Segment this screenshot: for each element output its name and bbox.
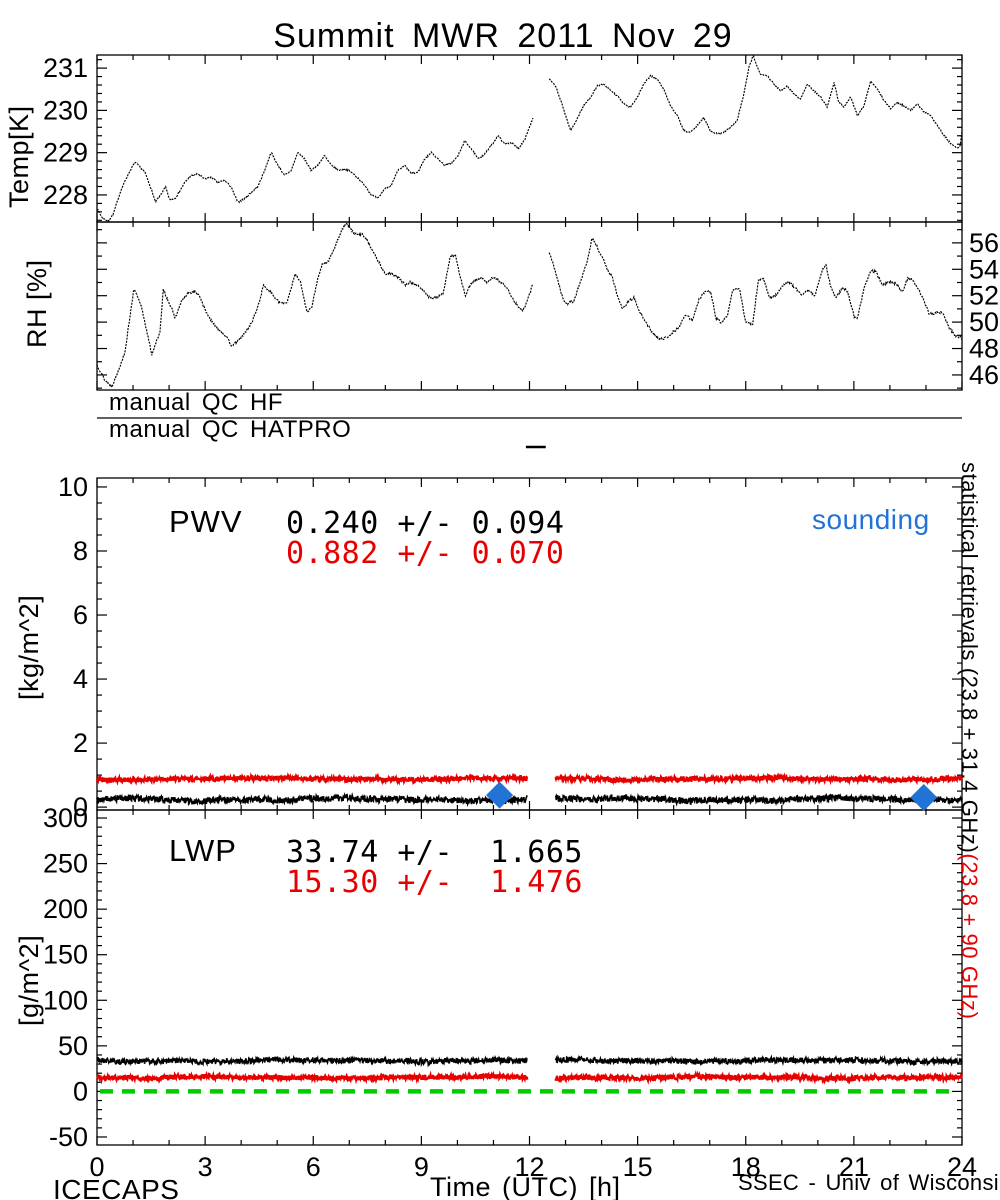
pwv-panel-label: PWV bbox=[169, 504, 243, 539]
sounding-diamond-marker bbox=[910, 784, 938, 812]
svg-text:6: 6 bbox=[73, 600, 88, 630]
svg-text:200: 200 bbox=[43, 894, 88, 924]
svg-text:0: 0 bbox=[73, 1076, 88, 1106]
right-axis-label-red: (23.8 + 90 GHz) bbox=[957, 853, 982, 1020]
svg-text:9: 9 bbox=[414, 1152, 429, 1182]
svg-text:24: 24 bbox=[947, 1152, 977, 1182]
svg-text:229: 229 bbox=[43, 138, 88, 168]
svg-text:56: 56 bbox=[969, 228, 999, 258]
svg-text:230: 230 bbox=[43, 95, 88, 125]
right-axis-label: statistical retrievals (23.8 + 31.4 GHz)… bbox=[956, 462, 982, 1172]
lwp-stat-red: 15.30 +/- 1.476 bbox=[286, 865, 583, 900]
svg-text:15: 15 bbox=[623, 1152, 653, 1182]
svg-text:48: 48 bbox=[969, 334, 999, 364]
sounding-legend-label: sounding bbox=[812, 504, 930, 535]
svg-text:46: 46 bbox=[969, 360, 999, 390]
sounding-diamond-marker bbox=[486, 781, 514, 809]
lwp-stat-black: 33.74 +/- 1.665 bbox=[286, 835, 583, 870]
svg-text:50: 50 bbox=[58, 1031, 88, 1061]
qc-hatpro-label: manual QC HATPRO bbox=[109, 416, 352, 443]
svg-text:50: 50 bbox=[969, 307, 999, 337]
page-title: Summit MWR 2011 Nov 29 bbox=[273, 17, 733, 55]
svg-text:54: 54 bbox=[969, 254, 999, 284]
svg-text:0: 0 bbox=[73, 792, 88, 822]
project-label: ICECAPS bbox=[53, 1174, 180, 1200]
svg-text:100: 100 bbox=[43, 985, 88, 1015]
svg-text:8: 8 bbox=[73, 536, 88, 566]
svg-text:0: 0 bbox=[89, 1152, 104, 1182]
svg-text:21: 21 bbox=[839, 1152, 869, 1182]
svg-text:250: 250 bbox=[43, 849, 88, 879]
lwp-axis-label: [g/m^2] bbox=[14, 934, 44, 1026]
svg-text:231: 231 bbox=[43, 53, 88, 83]
svg-text:12: 12 bbox=[514, 1152, 544, 1182]
svg-text:52: 52 bbox=[969, 281, 999, 311]
temp-axis-label: Temp[K] bbox=[4, 105, 34, 208]
rh-axis-label: RH [%] bbox=[22, 259, 52, 348]
svg-text:300: 300 bbox=[43, 803, 88, 833]
svg-text:4: 4 bbox=[73, 664, 88, 694]
qc-hf-label: manual QC HF bbox=[109, 389, 284, 416]
svg-text:18: 18 bbox=[731, 1152, 761, 1182]
credit-label: SSEC - Univ of Wisconsin bbox=[738, 1170, 1000, 1195]
right-axis-label-black: statistical retrievals (23.8 + 31.4 GHz) bbox=[957, 462, 982, 854]
svg-text:2: 2 bbox=[73, 728, 88, 758]
pwv-stat-red: 0.882 +/- 0.070 bbox=[286, 536, 565, 571]
pwv-axis-label: [kg/m^2] bbox=[14, 594, 44, 700]
pwv-stat-black: 0.240 +/- 0.094 bbox=[286, 506, 565, 541]
svg-text:10: 10 bbox=[58, 472, 88, 502]
svg-text:6: 6 bbox=[306, 1152, 321, 1182]
svg-text:150: 150 bbox=[43, 940, 88, 970]
svg-text:3: 3 bbox=[198, 1152, 213, 1182]
xaxis-title: Time (UTC) [h] bbox=[430, 1172, 621, 1200]
svg-text:228: 228 bbox=[43, 180, 88, 210]
svg-text:-50: -50 bbox=[49, 1122, 88, 1152]
lwp-panel-label: LWP bbox=[169, 833, 237, 868]
